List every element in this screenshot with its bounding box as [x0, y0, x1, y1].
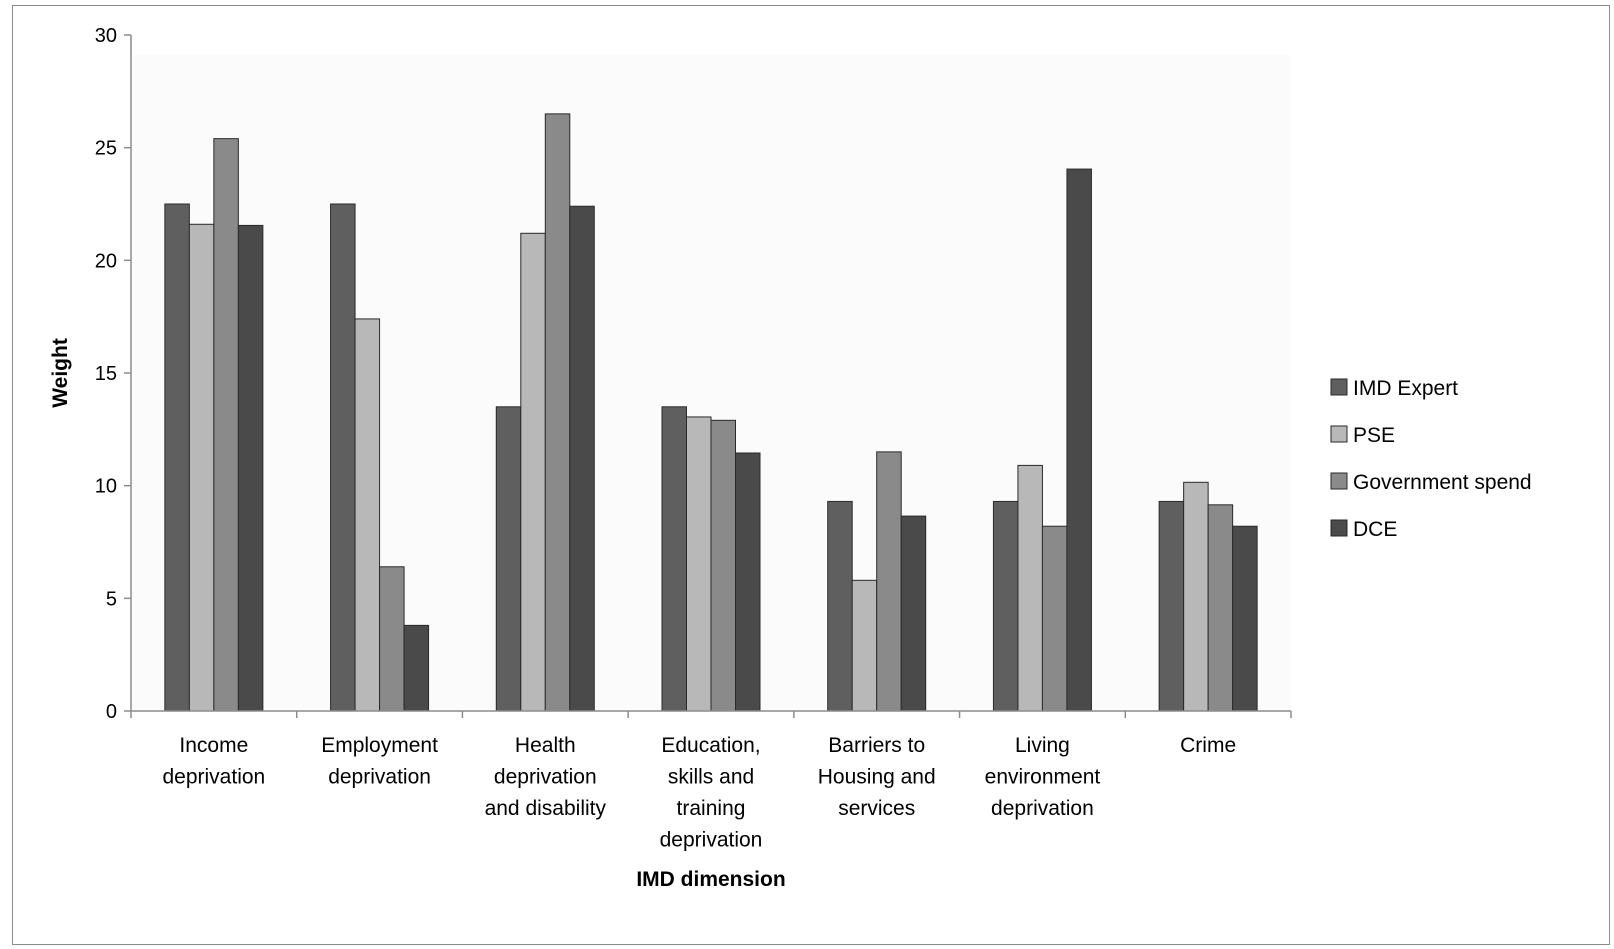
x-tick-label: Employment deprivation [321, 734, 438, 789]
bar-dce-3 [735, 452, 761, 712]
bar-dce-5 [1066, 168, 1092, 712]
x-axis-title: IMD dimension [636, 868, 785, 891]
legend-swatch [1330, 378, 1348, 396]
bars-layer [164, 113, 1258, 712]
legend-label: Government spend [1353, 471, 1532, 494]
y-tick-label: 20 [95, 250, 117, 272]
y-tick-label: 5 [106, 588, 117, 610]
y-tick-label: 30 [95, 25, 117, 47]
bar-dce-6 [1232, 525, 1258, 712]
y-tick-label: 15 [95, 363, 117, 385]
x-tick-label: Income deprivation [162, 734, 265, 789]
bar-dce-2 [569, 205, 595, 712]
bar-imd-expert-4 [827, 500, 853, 712]
x-tick-label: Education, skills and training deprivation [660, 734, 763, 852]
bar-imd-expert-2 [495, 406, 522, 712]
x-tick-label: Health deprivation and disability [485, 734, 607, 820]
bar-imd-expert-3 [661, 406, 687, 712]
bar-pse-5 [1017, 464, 1043, 712]
axis-layer: 0 5 10 15 20 25 30 Income deprivation Employment d… [49, 25, 1292, 891]
bar-pse-3 [686, 416, 712, 712]
legend: IMD Expert PSE Government spend DCE [1330, 377, 1532, 541]
chart-area: 0 5 10 15 20 25 30 Income deprivation Employment d… [12, 5, 1610, 945]
legend-swatch [1330, 425, 1348, 443]
bar-government-spend-2 [544, 113, 571, 712]
bar-dce-4 [900, 515, 927, 712]
bar-government-spend-4 [876, 451, 902, 712]
x-tick-label: Living environment deprivation [985, 734, 1101, 820]
bar-pse-4 [851, 579, 878, 712]
legend-label: IMD Expert [1353, 377, 1458, 400]
bar-government-spend-3 [710, 419, 736, 712]
legend-swatch [1330, 519, 1348, 537]
bar-government-spend-1 [379, 566, 405, 712]
bar-government-spend-6 [1207, 504, 1234, 712]
bar-imd-expert-6 [1158, 500, 1185, 712]
bar-pse-1 [354, 318, 381, 712]
bar-pse-6 [1183, 481, 1209, 712]
bar-imd-expert-5 [992, 500, 1019, 712]
y-tick-label: 10 [95, 476, 117, 498]
bar-chart: 0 5 10 15 20 25 30 Income deprivation Employment d… [49, 25, 1532, 891]
legend-label: DCE [1353, 518, 1397, 541]
legend-label: PSE [1353, 424, 1395, 447]
bar-dce-1 [403, 624, 430, 712]
bar-government-spend-5 [1041, 525, 1068, 712]
bar-imd-expert-0 [164, 203, 190, 712]
x-tick-label: Crime [1180, 734, 1236, 757]
legend-swatch [1330, 472, 1348, 490]
bar-dce-0 [237, 224, 264, 712]
bar-pse-2 [520, 232, 546, 712]
y-axis-title: Weight [49, 338, 72, 408]
y-tick-label: 0 [106, 701, 117, 723]
bar-imd-expert-1 [330, 203, 356, 712]
y-tick-label: 25 [95, 138, 117, 160]
x-tick-label: Barriers to Housing and services [818, 734, 936, 820]
bar-government-spend-0 [213, 138, 239, 712]
bar-pse-0 [188, 223, 215, 712]
